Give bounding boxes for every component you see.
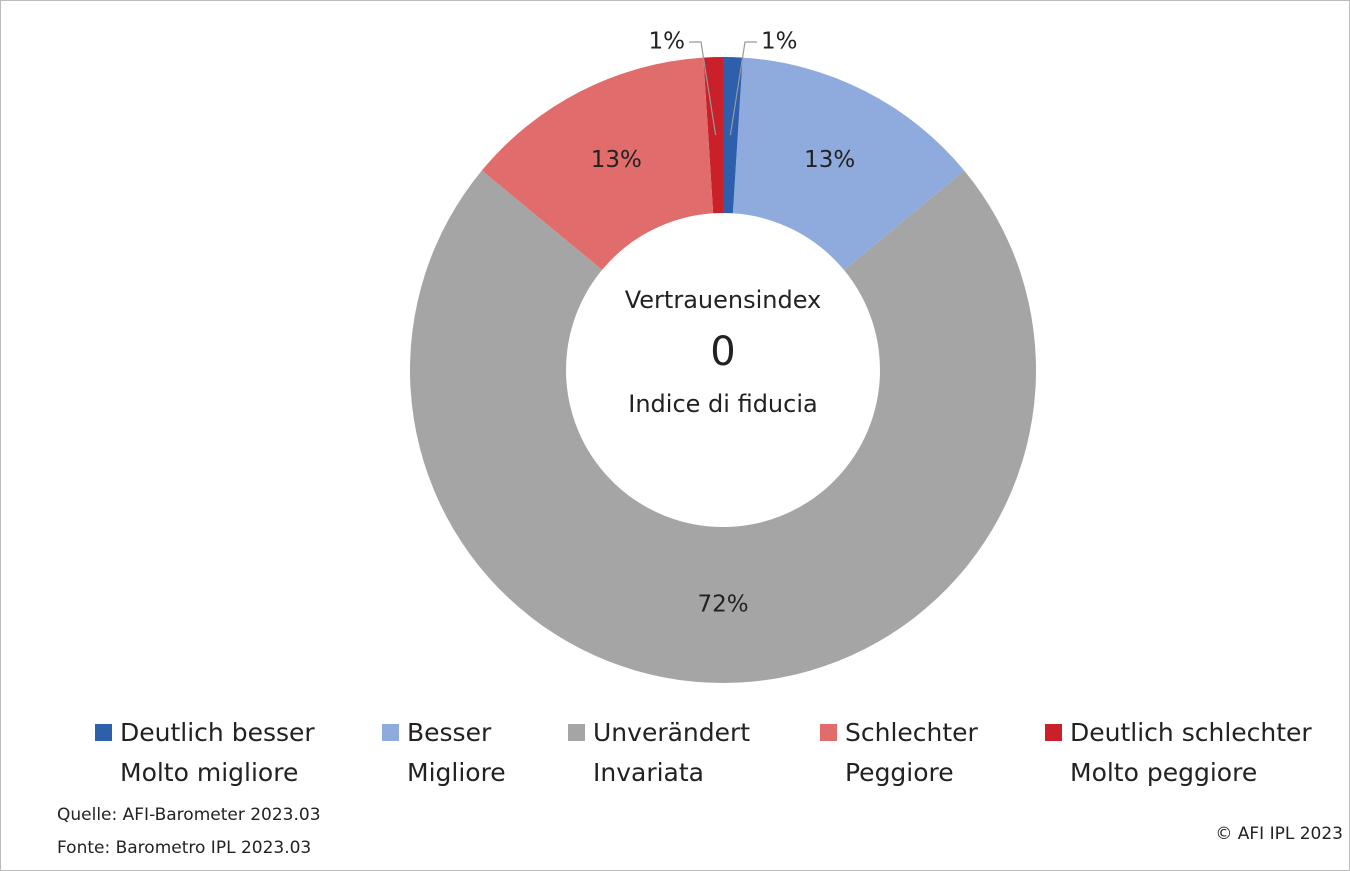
legend-label: Migliore <box>407 758 506 787</box>
center-title: Vertrauensindex <box>625 286 822 314</box>
legend-label: Molto migliore <box>120 758 298 787</box>
source: Quelle: AFI-Barometer 2023.03 <box>57 805 321 825</box>
donut-slice <box>481 57 714 270</box>
donut-slice <box>703 57 723 214</box>
donut-slice <box>723 57 743 214</box>
legend-swatch <box>382 724 399 741</box>
data-label: 13% <box>804 147 855 173</box>
data-label: 1% <box>761 29 798 55</box>
leader-line <box>729 41 757 136</box>
legend-label: Molto peggiore <box>1070 758 1257 787</box>
leader-line <box>689 41 717 136</box>
legend-swatch <box>568 724 585 741</box>
copyright: © AFI IPL 2023 <box>1215 824 1343 844</box>
data-label: 13% <box>591 147 642 173</box>
legend-label: Unverändert <box>593 718 750 747</box>
legend-swatch <box>95 724 112 741</box>
donut-slice <box>732 57 965 270</box>
data-label: 72% <box>697 592 748 618</box>
legend-label: Peggiore <box>845 758 954 787</box>
legend-label: Invariata <box>593 758 704 787</box>
legend-label: Deutlich besser <box>120 718 315 747</box>
data-label: 1% <box>649 29 686 55</box>
legend-label: Schlechter <box>845 718 979 747</box>
center-value: 0 <box>710 329 735 375</box>
legend-swatch <box>1045 724 1062 741</box>
legend-label: Deutlich schlechter <box>1070 718 1312 747</box>
source: Fonte: Barometro IPL 2023.03 <box>57 838 311 858</box>
legend-swatch <box>820 724 837 741</box>
legend-label: Besser <box>407 718 492 747</box>
center-subtitle: Indice di fiducia <box>628 390 817 418</box>
donut-slice <box>409 170 1036 683</box>
